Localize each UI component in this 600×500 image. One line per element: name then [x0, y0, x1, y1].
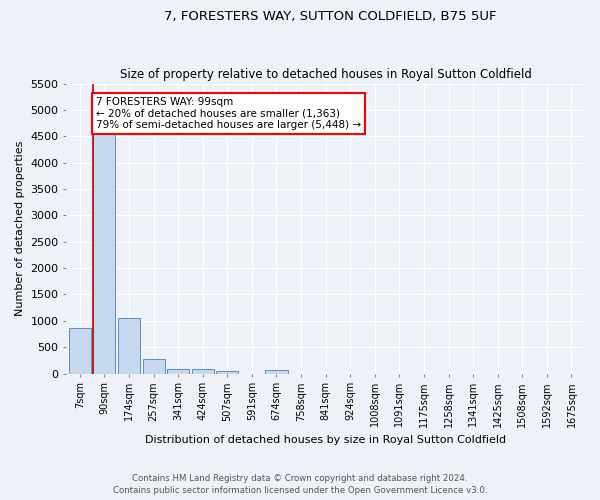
Text: Contains HM Land Registry data © Crown copyright and database right 2024.
Contai: Contains HM Land Registry data © Crown c… — [113, 474, 487, 495]
Bar — [265, 370, 287, 374]
Bar — [94, 134, 115, 374]
Y-axis label: Number of detached properties: Number of detached properties — [15, 141, 25, 316]
Bar — [118, 318, 140, 374]
Bar — [69, 328, 91, 374]
Text: 7 FORESTERS WAY: 99sqm
← 20% of detached houses are smaller (1,363)
79% of semi-: 7 FORESTERS WAY: 99sqm ← 20% of detached… — [96, 96, 361, 130]
Text: 7, FORESTERS WAY, SUTTON COLDFIELD, B75 5UF: 7, FORESTERS WAY, SUTTON COLDFIELD, B75 … — [164, 10, 496, 23]
X-axis label: Distribution of detached houses by size in Royal Sutton Coldfield: Distribution of detached houses by size … — [145, 435, 506, 445]
Title: Size of property relative to detached houses in Royal Sutton Coldfield: Size of property relative to detached ho… — [120, 68, 532, 81]
Bar — [216, 371, 238, 374]
Bar — [143, 358, 164, 374]
Bar — [167, 369, 189, 374]
Bar — [191, 370, 214, 374]
